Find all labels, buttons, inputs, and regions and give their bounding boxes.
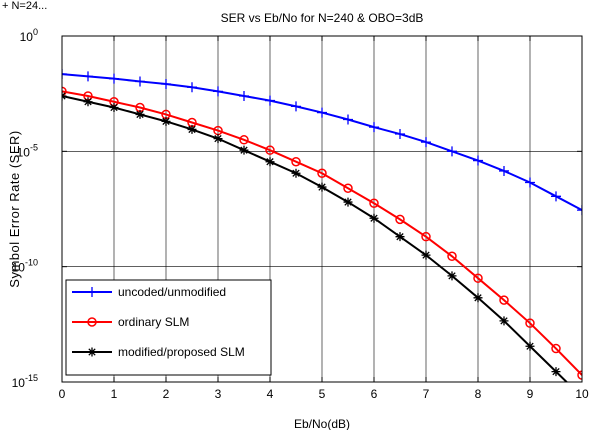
data-point <box>525 177 535 188</box>
series-line <box>62 90 582 376</box>
data-point <box>395 214 405 225</box>
data-point <box>499 165 509 176</box>
data-point <box>369 198 379 208</box>
data-point <box>343 197 353 207</box>
data-point <box>525 341 535 351</box>
data-point <box>62 86 67 97</box>
data-point <box>317 182 327 192</box>
data-point <box>447 251 457 262</box>
data-point <box>473 293 483 303</box>
legend-label: ordinary SLM <box>118 315 189 329</box>
x-tick-label: 1 <box>111 387 118 401</box>
data-point <box>239 135 249 145</box>
legend-marker <box>87 347 97 357</box>
x-tick-label: 6 <box>371 387 378 401</box>
plot-frame <box>61 35 583 383</box>
data-point <box>291 101 301 112</box>
data-point <box>421 250 431 260</box>
data-point <box>213 134 223 144</box>
y-tick-label: 10-5 <box>17 142 38 159</box>
data-point <box>239 145 249 155</box>
data-point <box>551 343 561 354</box>
y-tick-label: 10-10 <box>12 258 38 275</box>
data-point <box>265 157 275 167</box>
data-point <box>62 69 67 80</box>
series-clip-group <box>62 69 582 382</box>
data-point <box>369 122 379 133</box>
data-point <box>161 116 171 126</box>
data-point <box>551 367 561 377</box>
data-point <box>447 271 457 281</box>
stray-header-text: + N=24... <box>2 0 48 12</box>
data-point <box>135 109 145 119</box>
x-axis-label: Eb/No(dB) <box>294 417 350 430</box>
y-tick-label: 100 <box>20 27 38 44</box>
series-layer <box>62 69 582 382</box>
data-point <box>291 168 301 178</box>
legend: uncoded/unmodified ordinary SLM modified/p… <box>65 279 272 376</box>
data-point <box>525 318 535 328</box>
x-tick-label: 9 <box>527 387 534 401</box>
data-point <box>187 124 197 134</box>
data-point <box>265 95 275 106</box>
data-point <box>421 137 431 148</box>
data-point <box>577 205 582 216</box>
series-0 <box>62 69 582 216</box>
data-point <box>187 82 197 93</box>
data-point <box>291 156 301 167</box>
data-point <box>395 129 405 140</box>
data-point <box>239 90 249 101</box>
data-point <box>161 78 171 89</box>
legend-marker <box>87 317 97 327</box>
data-point <box>577 370 582 380</box>
legend-label: modified/proposed SLM <box>118 345 245 359</box>
data-point <box>343 114 353 125</box>
data-point <box>317 107 327 118</box>
x-tick-label: 0 <box>59 387 66 401</box>
chart-title: SER vs Eb/No for N=240 & OBO=3dB <box>221 11 424 25</box>
legend-marker <box>87 287 97 297</box>
legend-box <box>65 279 272 376</box>
data-point <box>317 168 327 178</box>
data-point <box>83 71 93 82</box>
data-point <box>421 231 431 242</box>
data-point <box>83 97 93 107</box>
data-point <box>395 232 405 242</box>
data-point <box>213 86 223 97</box>
data-point <box>109 73 119 84</box>
data-point <box>343 183 353 193</box>
data-point <box>109 103 119 113</box>
data-point <box>447 146 457 157</box>
series-2 <box>62 91 569 382</box>
x-tick-label: 2 <box>163 387 170 401</box>
data-point <box>473 155 483 166</box>
x-tick-label: 7 <box>423 387 430 401</box>
data-point <box>499 295 509 305</box>
x-tick-label: 5 <box>319 387 326 401</box>
data-point <box>265 145 275 155</box>
y-axis-label: Symbol Error Rate (SER) <box>7 130 22 287</box>
data-point <box>135 76 145 87</box>
x-tick-label: 8 <box>475 387 482 401</box>
series-1 <box>62 86 582 380</box>
data-point <box>551 191 561 202</box>
data-point <box>473 273 483 283</box>
y-tick-label: 10-15 <box>12 373 38 390</box>
legend-label: uncoded/unmodified <box>118 285 226 299</box>
x-tick-label: 4 <box>267 387 274 401</box>
data-point <box>369 213 379 223</box>
x-tick-label: 10 <box>575 387 589 401</box>
x-tick-label: 3 <box>215 387 222 401</box>
data-point <box>499 316 509 326</box>
